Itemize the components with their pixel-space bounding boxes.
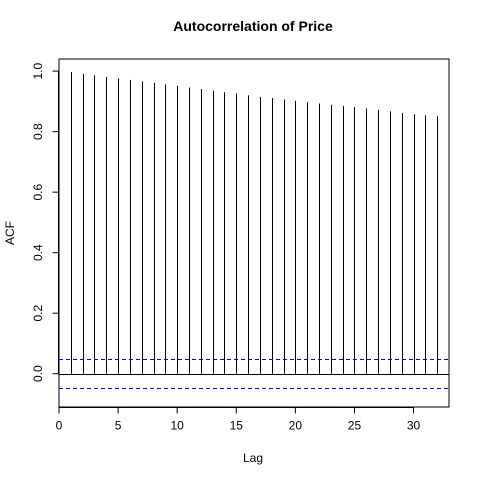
y-tick-label-2: 0.4	[31, 244, 45, 261]
y-axis-label: ACF	[3, 221, 17, 245]
x-tick-label-15: 15	[230, 419, 244, 433]
x-axis-label: Lag	[243, 451, 263, 465]
y-tick-label-4: 0.8	[31, 123, 45, 140]
y-axis: 0.0 0.2 0.4 0.6 0.8 1.0	[31, 62, 59, 382]
x-tick-label-30: 30	[407, 419, 421, 433]
acf-bars	[71, 72, 438, 374]
y-tick-label-1: 0.2	[31, 305, 45, 322]
y-tick-label-3: 0.6	[31, 183, 45, 200]
y-tick-label-5: 1.0	[31, 62, 45, 79]
x-tick-label-25: 25	[348, 419, 362, 433]
x-tick-label-5: 5	[115, 419, 122, 433]
x-tick-label-20: 20	[289, 419, 303, 433]
x-tick-label-0: 0	[56, 419, 63, 433]
chart-title: Autocorrelation of Price	[173, 18, 333, 34]
reference-lines	[59, 359, 449, 389]
y-tick-label-0: 0.0	[31, 365, 45, 382]
x-axis: 0 5 10 15 20 25 30	[56, 407, 421, 433]
x-tick-label-10: 10	[171, 419, 185, 433]
